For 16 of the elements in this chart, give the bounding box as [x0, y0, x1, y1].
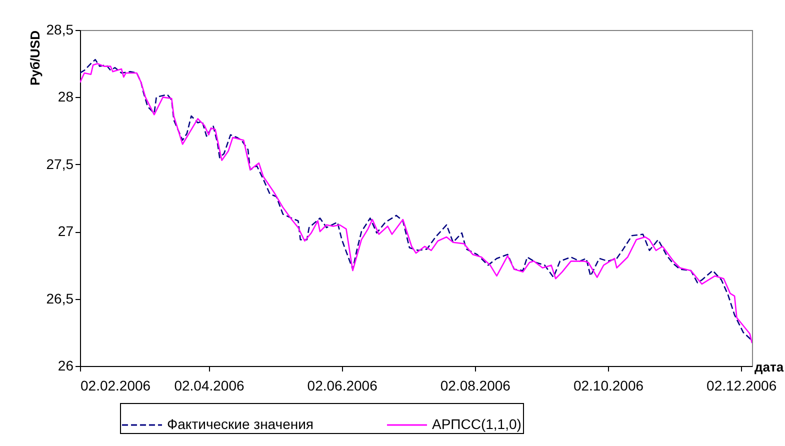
x-tick-label: 02.04.2006	[174, 378, 244, 394]
y-tick-label: 28	[58, 88, 74, 105]
x-tick-label: 02.12.2006	[706, 378, 777, 394]
x-tick-label: 02.06.2006	[307, 378, 378, 394]
y-tick-label: 28,5	[46, 22, 74, 38]
y-axis-title: Руб/USD	[27, 30, 42, 86]
x-tick-label: 02.08.2006	[440, 378, 511, 394]
legend-label: Фактические значения	[167, 416, 314, 432]
y-tick-label: 27,5	[46, 156, 74, 172]
y-tick-label: 27	[58, 223, 74, 240]
y-tick-label: 26	[58, 358, 74, 374]
x-axis-title: дата	[754, 360, 784, 374]
y-tick-label: 26,5	[46, 290, 74, 306]
x-tick-label: 02.10.2006	[573, 378, 644, 394]
x-tick-label: 02.02.2006	[80, 378, 151, 394]
legend-label: АРПСС(1,1,0)	[432, 416, 522, 432]
